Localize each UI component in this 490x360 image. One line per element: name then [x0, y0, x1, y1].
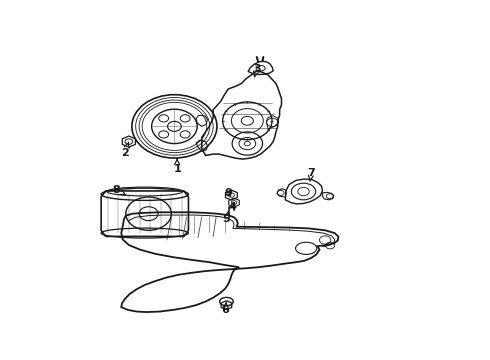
Text: 4: 4 [229, 202, 237, 212]
Text: 3: 3 [253, 64, 261, 77]
Text: 5: 5 [222, 211, 230, 224]
Text: 6: 6 [221, 302, 229, 315]
Text: 2: 2 [121, 142, 129, 158]
Text: 7: 7 [307, 168, 315, 181]
Text: 1: 1 [173, 159, 181, 174]
Text: 9: 9 [224, 188, 232, 198]
Text: 8: 8 [112, 185, 125, 195]
